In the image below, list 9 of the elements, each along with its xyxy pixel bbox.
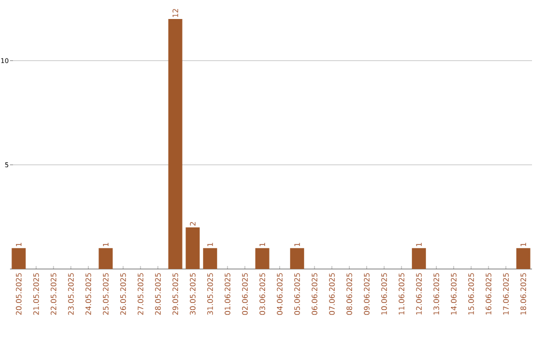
bar <box>203 248 218 269</box>
bar <box>186 227 200 269</box>
bar <box>12 248 26 269</box>
bar <box>98 248 113 269</box>
bar <box>290 248 304 269</box>
bar <box>168 18 182 269</box>
bar <box>412 248 426 269</box>
bar <box>255 248 270 269</box>
bar <box>516 248 530 269</box>
